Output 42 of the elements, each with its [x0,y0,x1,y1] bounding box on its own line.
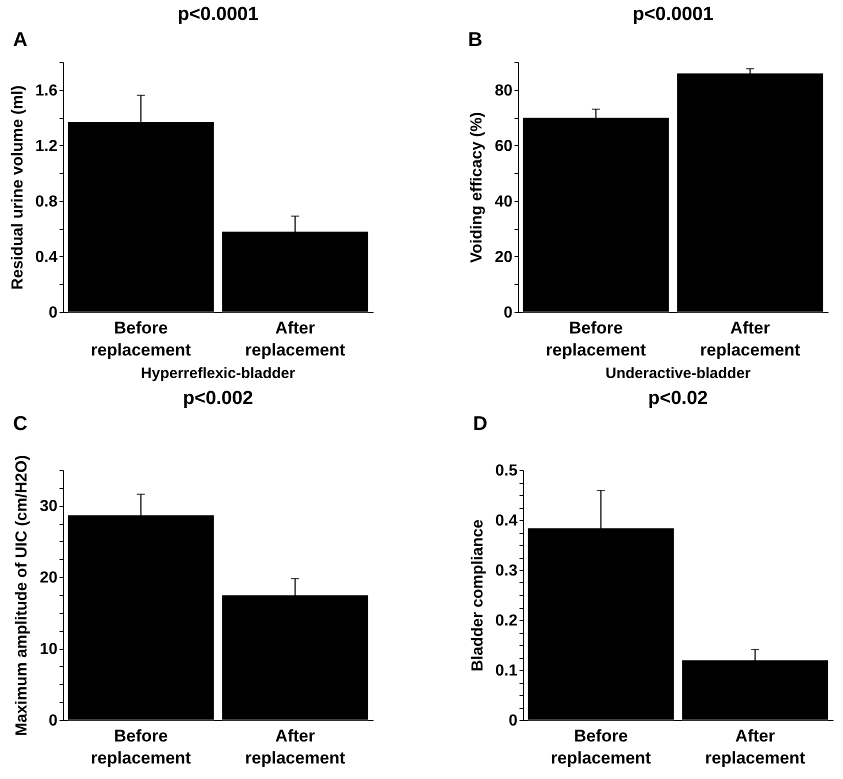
y-tick-label: 40 [494,193,513,210]
x-tick-label: Before replacement [90,318,192,360]
x-tick-label: Before replacement [90,726,192,768]
x-tick-label: After replacement [245,318,346,360]
text: D [473,413,488,435]
x-tick-label: After replacement [700,318,801,360]
y-tick-label: 0.2 [495,612,518,630]
chart-subtitle: p<0.02 [648,388,708,409]
chart-title: Underactive-bladder [605,365,751,382]
y-tick-label: 0 [48,712,58,730]
y-tick-label: 0.4 [495,512,518,530]
x-tick-label: Before replacement [550,726,652,768]
chart-title: p<0.0001 [178,4,259,25]
y-tick-label: 1.6 [35,82,58,100]
y-axis-title: Maximum amplitude of UIC (cm/H2O) [14,455,31,736]
y-tick-label: 0.3 [495,562,518,580]
y-tick-label: 10 [40,641,58,658]
y-tick-label: 0 [48,304,58,322]
y-tick-label: 1.2 [35,138,58,155]
y-axis-title: Residual urine volume (ml) [9,85,26,290]
text: A [13,29,28,51]
text: B [468,29,482,51]
y-tick-label: 0.1 [495,662,518,680]
y-tick-label: 0 [504,304,513,322]
y-tick-label: 0.5 [495,462,518,480]
x-tick-label: Before replacement [546,318,646,360]
y-tick-label: 20 [40,570,58,587]
y-tick-label: 0.4 [35,248,58,266]
chart-title: Hyperreflexic-bladder [140,365,296,382]
chart-title: p<0.0001 [632,4,714,25]
y-tick-label: 60 [494,138,513,155]
chart-subtitle: p<0.002 [182,388,254,409]
x-tick-label: After replacement [245,726,346,768]
y-tick-label: 0 [508,712,518,730]
text: C [13,413,28,435]
y-tick-label: 0.8 [35,193,58,210]
x-tick-label: After replacement [705,726,806,768]
y-tick-label: 30 [40,498,58,516]
y-axis-title: Voiding efficacy (%) [468,112,486,263]
y-tick-label: 80 [494,82,513,100]
y-tick-label: 20 [494,248,513,266]
y-axis-title: Bladder compliance [469,519,486,672]
